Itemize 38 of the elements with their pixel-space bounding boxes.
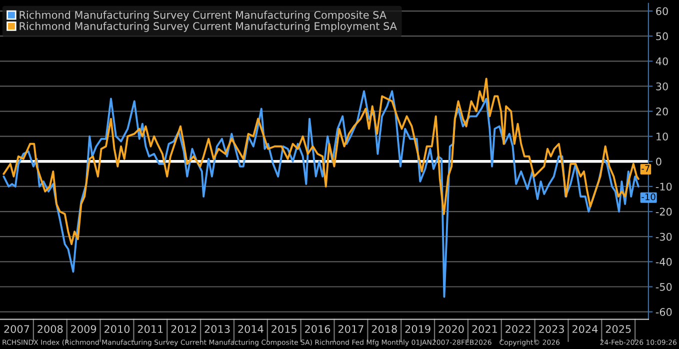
annotation: -7	[642, 165, 650, 172]
x-tick-label: 2017	[338, 325, 364, 333]
y-tick-label: 60	[656, 7, 668, 16]
annotation: -10	[642, 193, 656, 200]
y-tick-label: -10	[656, 182, 672, 191]
x-tick-label: 2014	[238, 325, 264, 333]
x-tick-label: 2019	[405, 325, 430, 333]
x-tick-label: 2009	[71, 325, 96, 333]
x-tick-label: 2007	[4, 325, 30, 333]
x-tick-label: 2024	[572, 325, 598, 333]
y-tick-label: 30	[656, 82, 668, 90]
x-tick-label: 2023	[539, 325, 564, 333]
y-tick-label: -60	[656, 308, 672, 316]
x-tick-label: 2025	[606, 325, 631, 333]
y-tick-label: 0	[656, 158, 662, 166]
legend-label: Richmond Manufacturing Survey Current Manufacturing Employment SA	[20, 22, 397, 32]
x-tick-label: 2008	[38, 325, 63, 333]
x-tick-label: 2016	[305, 325, 330, 333]
y-tick-label: 40	[656, 57, 668, 66]
x-tick-label: 2022	[506, 325, 530, 333]
y-tick-label: -30	[656, 232, 672, 241]
line-series	[2, 78, 640, 246]
x-tick-label: 2012	[171, 325, 196, 333]
x-tick-label: 2018	[372, 325, 397, 333]
x-tick-label: 2013	[204, 325, 230, 333]
y-tick-label: 20	[656, 108, 668, 116]
y-tick-label: 10	[656, 132, 668, 140]
x-tick-label: 2020	[438, 325, 464, 333]
x-tick-label: 2011	[138, 325, 163, 333]
y-tick-label: -20	[656, 208, 672, 216]
x-tick-label: 2010	[104, 325, 130, 333]
x-tick-label: 2015	[272, 325, 296, 333]
y-tick-label: 50	[656, 32, 668, 40]
legend-label: Richmond Manufacturing Survey Current Manufacturing Composite SA	[20, 10, 386, 21]
y-tick-label: -50	[656, 282, 672, 291]
line-series	[2, 90, 640, 298]
y-tick-label: -40	[656, 258, 672, 266]
x-tick-label: 2021	[472, 325, 497, 333]
